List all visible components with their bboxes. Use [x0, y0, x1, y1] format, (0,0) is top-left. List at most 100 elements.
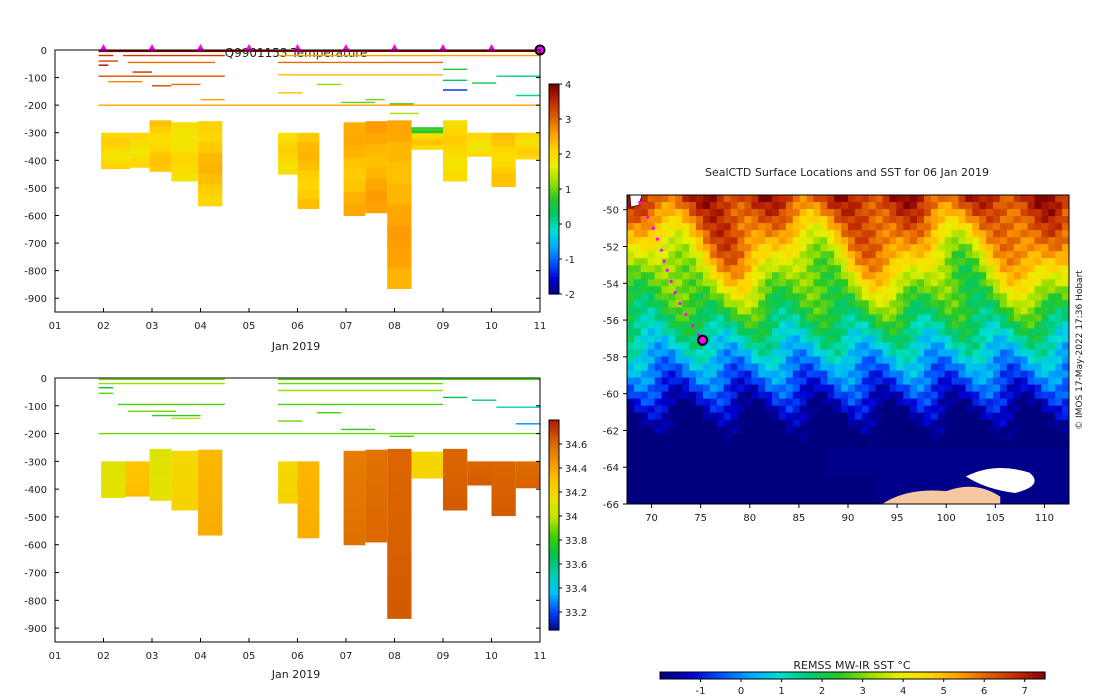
sst-cell — [875, 293, 883, 301]
colorbar-segment — [549, 94, 559, 99]
sst-cell — [820, 314, 828, 322]
sst-cell — [647, 384, 656, 393]
sst-cell — [765, 279, 773, 287]
colorbar-segment — [549, 553, 559, 558]
sst-cell — [1048, 293, 1056, 301]
sst-cell — [903, 447, 911, 456]
sst-cell — [778, 454, 787, 463]
sst-cell — [834, 454, 842, 463]
sst-cell — [709, 279, 718, 287]
sst-cell — [668, 405, 676, 414]
sst-cell — [1027, 342, 1035, 350]
profile-cell — [278, 466, 298, 473]
sst-cell — [1006, 454, 1015, 463]
sst-cell — [993, 447, 1001, 456]
x-tick-label: 02 — [97, 321, 110, 332]
sst-cell — [778, 209, 787, 217]
sst-cell — [903, 440, 911, 449]
colorbar-segment — [549, 490, 559, 495]
sst-cell — [917, 279, 925, 287]
sst-cell — [875, 328, 883, 336]
sst-cell — [1006, 244, 1015, 252]
sst-cell — [1027, 272, 1035, 280]
sst-cell — [1027, 195, 1035, 203]
sst-cell — [972, 244, 980, 252]
sst-cell — [1062, 363, 1070, 371]
sst-cell — [682, 461, 690, 470]
sst-cell — [716, 370, 725, 378]
profile-cell — [171, 129, 199, 138]
colorbar-segment — [549, 588, 559, 593]
sst-cell — [813, 314, 821, 322]
sst-cell — [702, 391, 711, 400]
sst-cell — [682, 314, 690, 322]
sst-cell — [682, 300, 690, 308]
surface-marker — [390, 44, 399, 51]
sst-cell — [661, 377, 669, 386]
sst-cell — [723, 279, 731, 287]
sst-cell — [841, 258, 849, 266]
sst-cell — [1006, 419, 1015, 428]
sst-cell — [1048, 307, 1056, 315]
sst-cell — [702, 342, 711, 350]
sst-cell — [999, 314, 1008, 322]
sst-cell — [640, 300, 649, 308]
sst-cell — [1020, 377, 1028, 386]
colorbar-segment — [549, 483, 559, 488]
sst-cell — [647, 454, 656, 463]
profile-cell — [125, 461, 150, 467]
sst-cell — [889, 426, 897, 435]
sst-cell — [1055, 265, 1063, 273]
sst-cell — [682, 307, 690, 315]
sst-cell — [730, 384, 738, 393]
sst-cell — [654, 440, 662, 449]
sst-cell — [917, 300, 925, 308]
profile-cell — [149, 448, 172, 456]
sst-cell — [834, 258, 842, 266]
profile-cell — [365, 155, 388, 168]
sst-cell — [903, 405, 911, 414]
sst-cell — [841, 370, 849, 378]
sst-cell — [834, 461, 842, 470]
profile-cell — [515, 136, 540, 140]
sst-cell — [923, 419, 932, 428]
sst-cell — [647, 307, 656, 315]
sst-cell — [696, 391, 704, 400]
sst-cell — [682, 216, 690, 224]
sst-cell — [799, 307, 807, 315]
sst-cell — [986, 251, 994, 259]
sst-cell — [910, 349, 918, 357]
sst-cell — [1006, 447, 1015, 456]
sst-cell — [944, 230, 952, 238]
sst-cell — [744, 363, 752, 371]
sst-cell — [937, 370, 946, 378]
sst-cell — [965, 433, 973, 442]
sst-cell — [813, 258, 821, 266]
sst-cell — [854, 412, 863, 421]
sst-cell — [841, 335, 849, 343]
sst-cell — [751, 419, 759, 428]
sst-cell — [723, 286, 731, 294]
sst-cell — [937, 321, 946, 329]
profile-cell — [443, 456, 468, 465]
sst-cell — [854, 377, 863, 386]
sst-cell — [889, 265, 897, 273]
sst-cell — [1062, 447, 1070, 456]
sst-cell — [792, 461, 801, 470]
sst-cell — [702, 482, 711, 491]
sst-cell — [682, 405, 690, 414]
sst-cell — [972, 419, 980, 428]
sst-cell — [1062, 230, 1070, 238]
sst-cell — [854, 279, 863, 287]
sst-cell — [785, 475, 794, 484]
sst-cell — [702, 384, 711, 393]
map-colorbar-segment — [702, 672, 708, 679]
profile-cell — [101, 146, 131, 152]
sst-cell — [730, 489, 738, 498]
sst-cell — [765, 342, 773, 350]
sst-cell — [972, 272, 980, 280]
sst-cell — [965, 300, 973, 308]
sst-cell — [668, 202, 676, 210]
sst-cell — [1048, 244, 1056, 252]
sst-cell — [813, 384, 821, 393]
